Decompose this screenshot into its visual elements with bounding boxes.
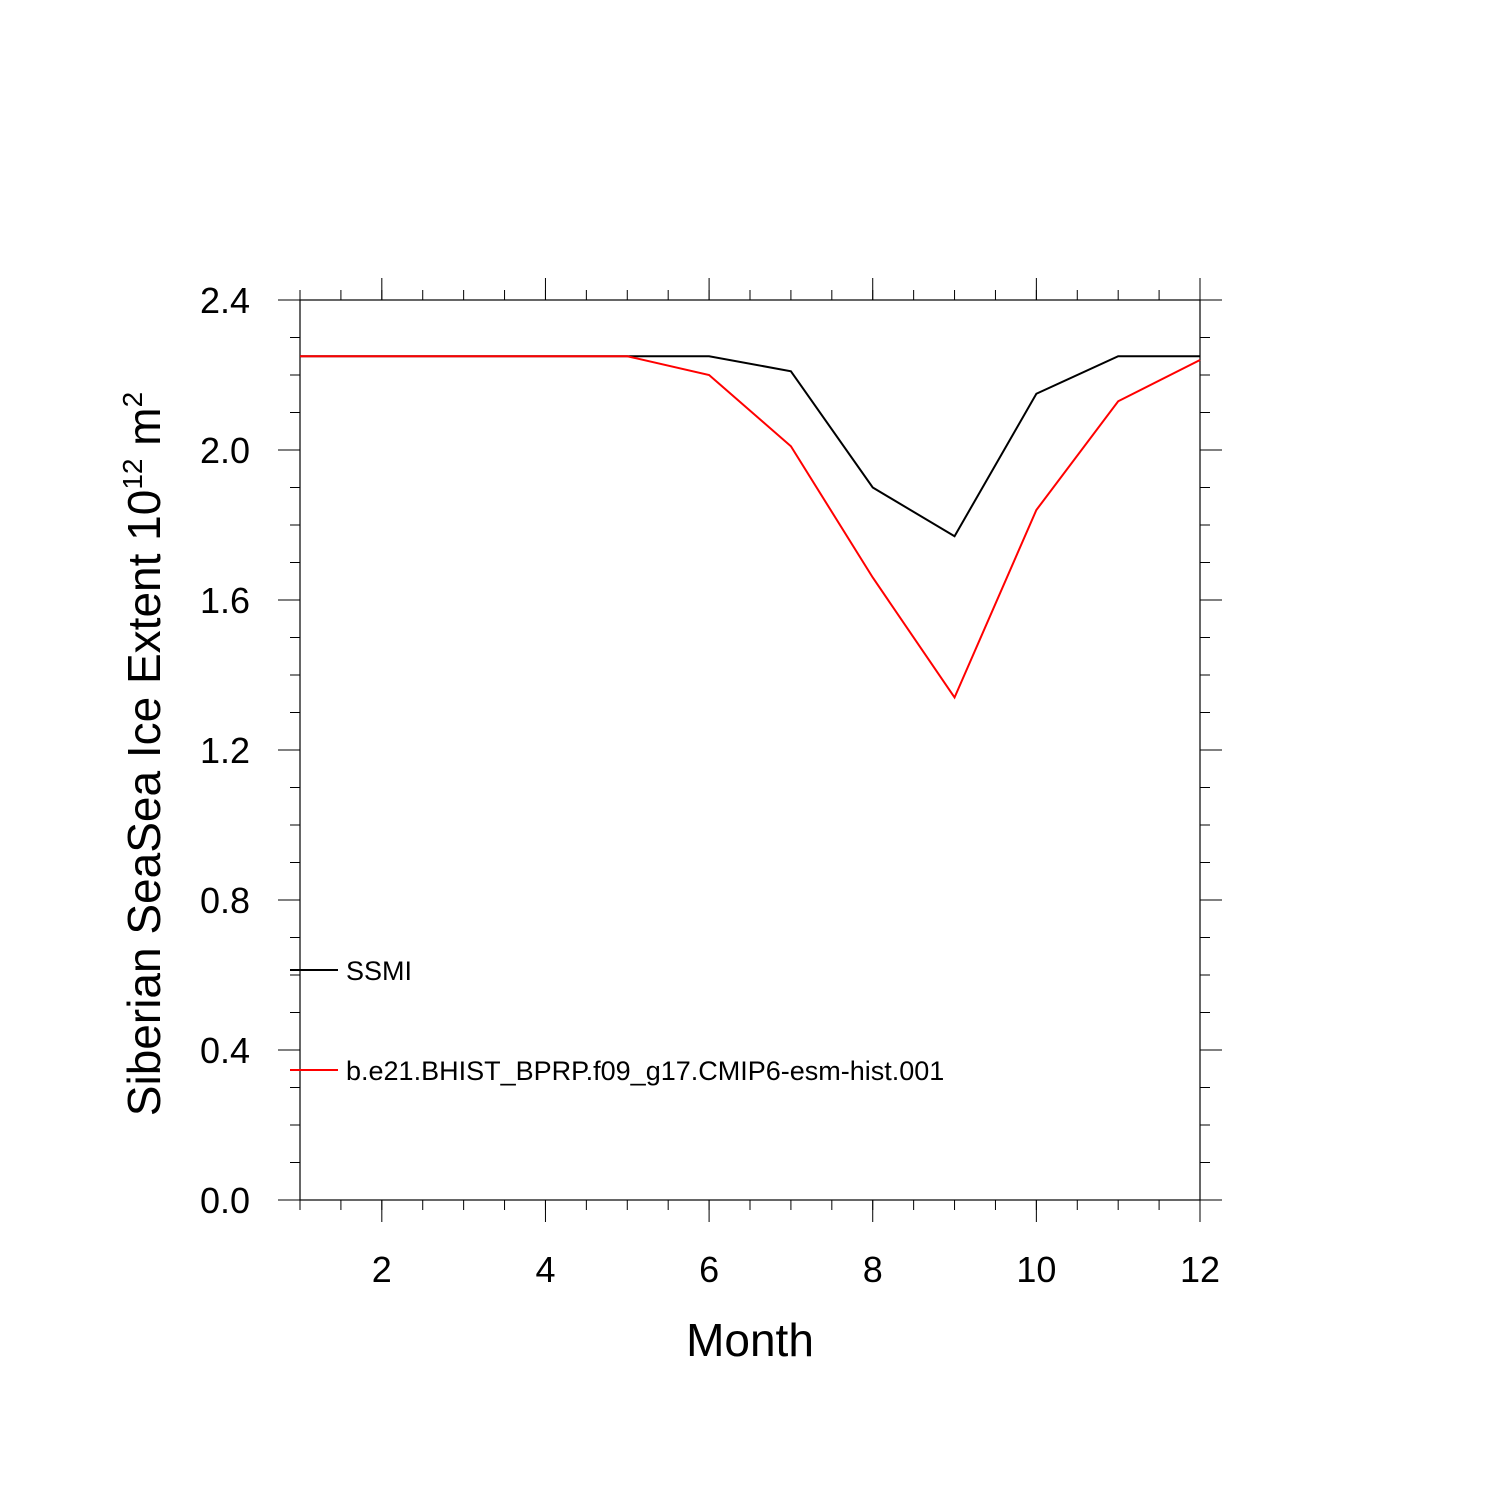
series-layer	[300, 355, 1201, 700]
y-axis-title-exponent: 12	[117, 459, 148, 490]
x-tick-label: 10	[1016, 1249, 1056, 1290]
y-tick-label: 0.4	[200, 1030, 250, 1071]
legend-label: SSMI	[346, 956, 412, 986]
legend-label: b.e21.BHIST_BPRP.f09_g17.CMIP6-esm-hist.…	[346, 1056, 944, 1086]
y-axis-title-unit: m	[118, 407, 170, 458]
y-tick-label: 0.0	[200, 1180, 250, 1221]
y-axis-title-unit-exponent: 2	[117, 392, 148, 408]
major-ticks	[278, 278, 1222, 1222]
x-axis-title: Month	[686, 1314, 814, 1366]
x-tick-label: 12	[1180, 1249, 1220, 1290]
legend: SSMI b.e21.BHIST_BPRP.f09_g17.CMIP6-esm-h…	[290, 956, 944, 1086]
y-axis-title-prefix: Siberian SeaSea Ice Extent 10	[118, 490, 170, 1117]
y-tick-label: 1.2	[200, 730, 250, 771]
x-tick-label: 4	[535, 1249, 555, 1290]
x-tick-label: 2	[372, 1249, 392, 1290]
series-line-2	[300, 355, 1201, 700]
y-tick-label: 2.0	[200, 430, 250, 471]
y-tick-label: 0.8	[200, 880, 250, 921]
y-tick-label: 2.4	[200, 280, 250, 321]
x-tick-label: 6	[699, 1249, 719, 1290]
series-line-1	[300, 355, 1200, 538]
tick-labels: 2 4 6 8 10 12 0.0 0.4 0.8 1.2 1.6 2.0 2.4	[200, 280, 1220, 1290]
y-axis-title: Siberian SeaSea Ice Extent 1012 m2	[117, 392, 170, 1116]
y-tick-label: 1.6	[200, 580, 250, 621]
x-tick-label: 8	[863, 1249, 883, 1290]
plot-frame	[299, 299, 1201, 1201]
